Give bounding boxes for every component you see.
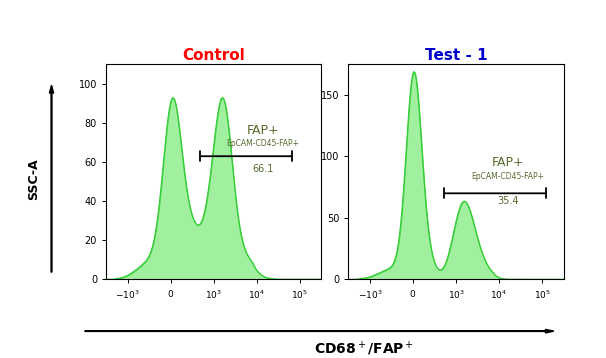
Text: SSC-A: SSC-A: [27, 158, 40, 200]
Title: Test - 1: Test - 1: [425, 48, 487, 63]
Text: 35.4: 35.4: [497, 196, 518, 206]
Title: Control: Control: [182, 48, 245, 63]
Text: EpCAM-CD45-FAP+: EpCAM-CD45-FAP+: [227, 139, 299, 149]
Text: 66.1: 66.1: [253, 164, 274, 174]
Text: CD68$^+$/FAP$^+$: CD68$^+$/FAP$^+$: [314, 340, 413, 358]
Text: FAP+: FAP+: [247, 124, 279, 137]
Text: FAP+: FAP+: [491, 156, 524, 169]
Text: EpCAM-CD45-FAP+: EpCAM-CD45-FAP+: [471, 172, 544, 181]
